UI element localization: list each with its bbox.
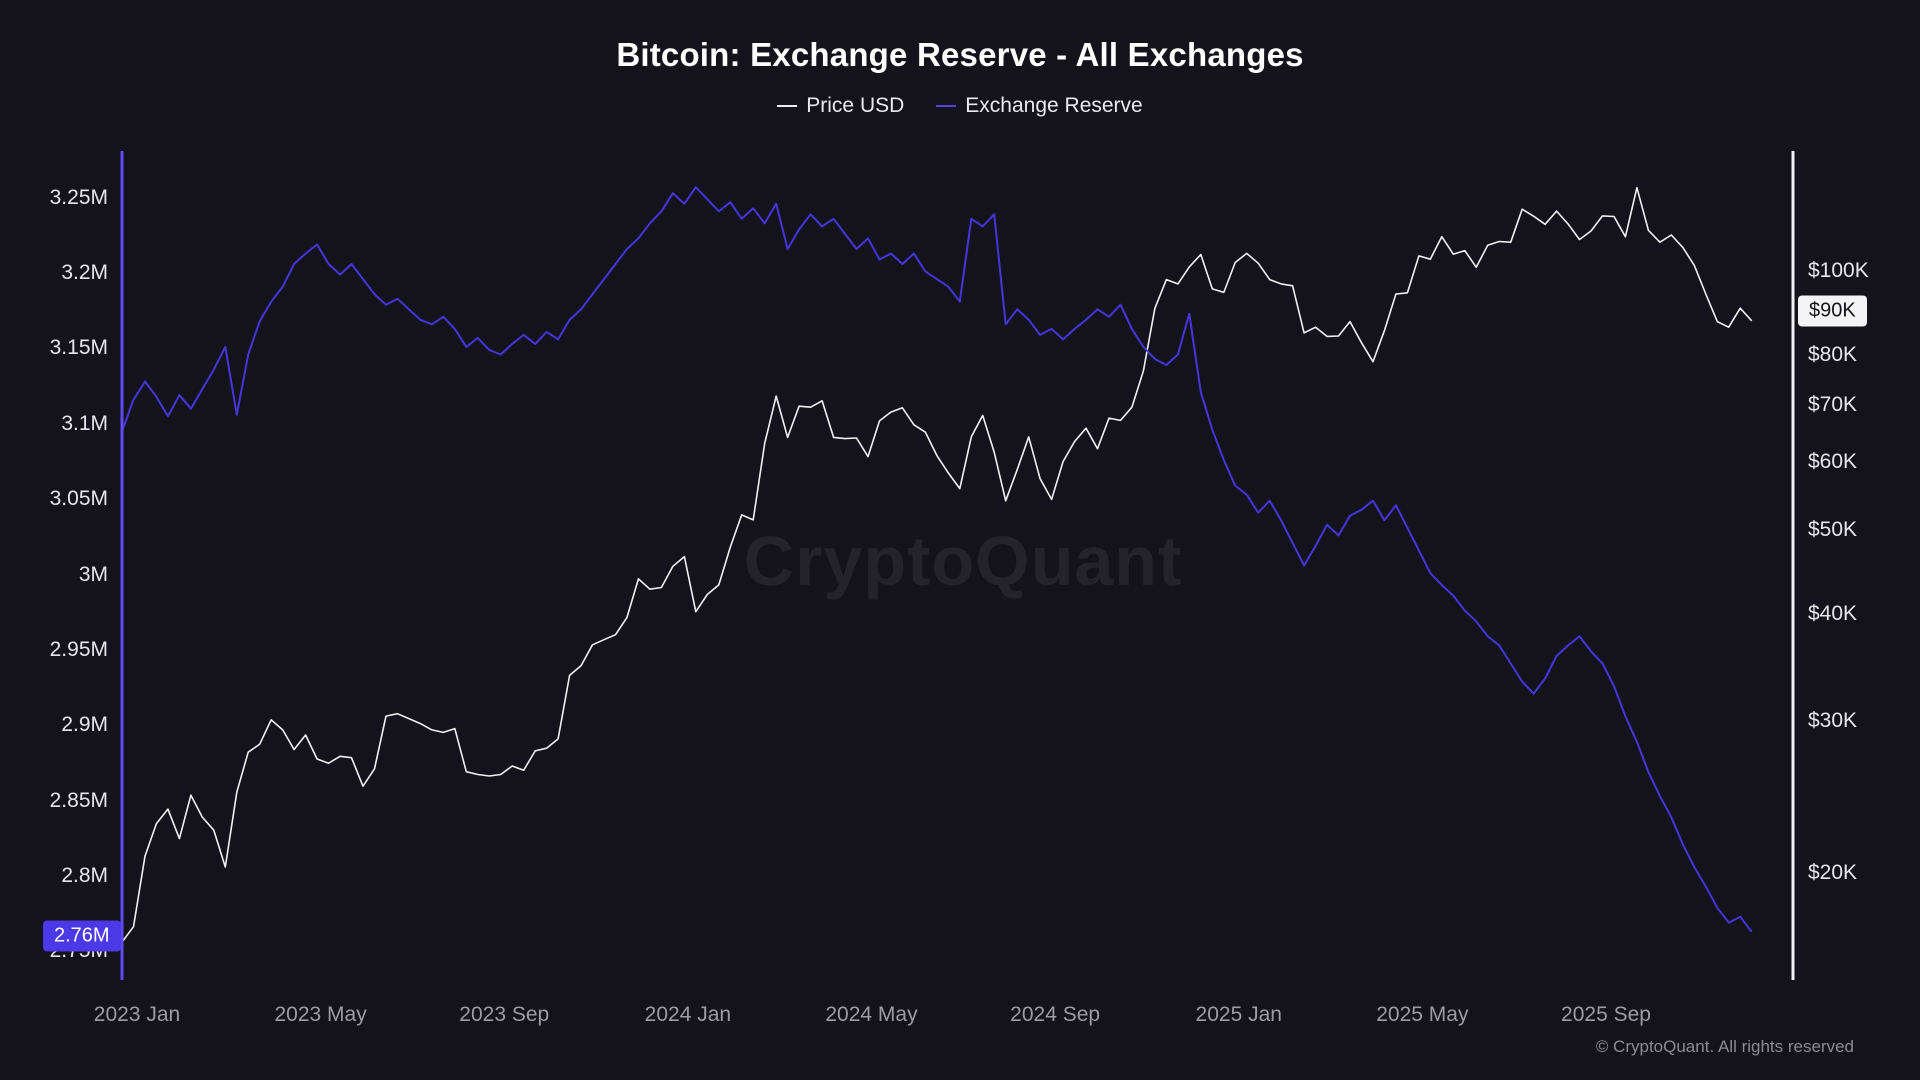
y-axis-left-tick-label: 2.85M — [49, 788, 108, 812]
legend-item-price-usd[interactable]: Price USD — [777, 94, 904, 118]
y-axis-right-tick-label: $100K — [1808, 259, 1869, 283]
x-axis-tick-label: 2024 Sep — [1010, 1003, 1101, 1026]
y-axis-left-tick-label: 3.05M — [49, 487, 108, 511]
legend-label: Price USD — [806, 94, 905, 117]
y-axis-left-tick-label: 2.9M — [61, 713, 108, 737]
y-axis-right-tick-label: $70K — [1808, 392, 1858, 416]
series-line-price-usd — [121, 186, 1753, 943]
y-axis-right-tick-label: $60K — [1808, 450, 1858, 474]
x-axis-tick-label: 2025 May — [1376, 1003, 1469, 1026]
y-axis-right-tick-label: $20K — [1808, 860, 1858, 884]
price-current-value-badge: $90K — [1798, 295, 1867, 327]
legend: Price USD Exchange Reserve — [0, 94, 1920, 118]
copyright-note: © CryptoQuant. All rights reserved — [1595, 1037, 1854, 1056]
y-axis-right-tick-label: $50K — [1808, 518, 1858, 542]
legend-dash-icon — [777, 105, 798, 107]
x-axis-tick-label: 2023 May — [274, 1003, 367, 1026]
x-axis-tick-label: 2023 Jan — [93, 1003, 181, 1026]
y-axis-right-tick-label: $40K — [1808, 601, 1858, 625]
y-axis-left-tick-label: 3.1M — [61, 411, 108, 435]
y-axis-left-tick-label: 3.15M — [49, 336, 108, 360]
reserve-current-value-badge: 2.76M — [43, 920, 121, 952]
legend-dash-icon — [936, 105, 957, 107]
x-axis-tick-label: 2024 Jan — [644, 1003, 732, 1026]
y-axis-right-tick-label: $30K — [1808, 709, 1858, 733]
y-axis-left-tick-label: 3.2M — [61, 261, 108, 285]
y-axis-right-tick-label: $80K — [1808, 342, 1858, 366]
series-line-exchange-reserve — [121, 186, 1753, 933]
x-axis-tick-label: 2023 Sep — [459, 1003, 550, 1026]
y-axis-left-tick-label: 3M — [78, 562, 108, 586]
x-axis-tick-label: 2025 Sep — [1561, 1003, 1651, 1026]
y-axis-left-tick-label: 2.8M — [61, 863, 108, 887]
legend-label: Exchange Reserve — [965, 94, 1143, 117]
legend-item-exchange-reserve[interactable]: Exchange Reserve — [936, 94, 1143, 118]
chart-title: Bitcoin: Exchange Reserve - All Exchange… — [616, 36, 1304, 73]
x-axis-tick-label: 2025 Jan — [1195, 1003, 1282, 1026]
y-axis-left-tick-label: 3.25M — [49, 185, 108, 209]
y-axis-left-tick-label: 2.95M — [49, 637, 108, 661]
x-axis-tick-label: 2024 May — [825, 1003, 918, 1026]
